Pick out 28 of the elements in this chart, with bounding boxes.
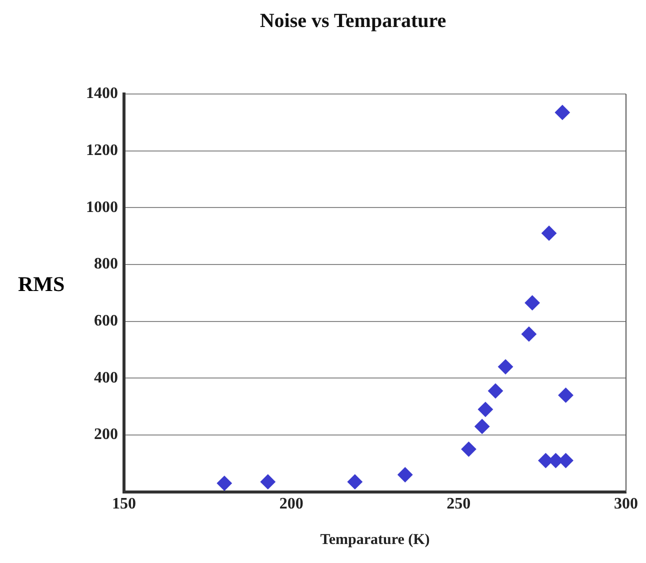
point	[216, 476, 232, 491]
point	[260, 474, 276, 490]
point	[554, 104, 570, 120]
x-tick-label: 150	[112, 496, 136, 513]
y-tick-label: 1200	[86, 142, 118, 159]
point	[398, 467, 413, 482]
point	[461, 442, 476, 457]
y-tick-label: 800	[94, 256, 118, 273]
point	[347, 474, 362, 490]
point	[488, 383, 503, 398]
y-tick-label: 200	[94, 426, 118, 444]
chart-title: Noise vs Temparature	[260, 10, 446, 32]
x-axis-title: Temparature (K)	[320, 532, 430, 548]
point	[558, 388, 574, 403]
x-tick-label: 300	[614, 496, 638, 513]
y-tick-label: 1400	[86, 85, 118, 102]
point	[478, 402, 493, 417]
point	[474, 418, 490, 434]
x-tick-label: 200	[279, 496, 304, 513]
point	[498, 359, 514, 374]
point	[542, 226, 557, 241]
point	[521, 326, 536, 342]
y-tick-label: 600	[94, 312, 118, 330]
y-axis-title: RMS	[18, 272, 65, 297]
x-tick-label: 250	[446, 496, 471, 513]
y-tick-label: 400	[94, 369, 118, 386]
point	[524, 295, 540, 310]
y-tick-label: 1000	[86, 198, 118, 216]
